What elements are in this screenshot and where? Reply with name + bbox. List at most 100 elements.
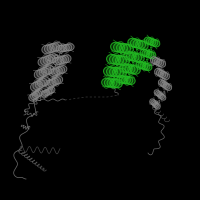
Ellipse shape (136, 61, 144, 68)
Ellipse shape (52, 42, 62, 51)
Ellipse shape (63, 44, 72, 51)
Ellipse shape (107, 54, 118, 64)
Ellipse shape (136, 40, 146, 49)
Ellipse shape (154, 90, 160, 96)
Ellipse shape (138, 41, 148, 50)
Ellipse shape (48, 87, 55, 93)
Ellipse shape (160, 94, 166, 100)
Ellipse shape (50, 43, 60, 52)
Ellipse shape (40, 77, 49, 86)
Ellipse shape (51, 68, 60, 76)
Ellipse shape (58, 45, 67, 52)
Ellipse shape (60, 56, 69, 63)
Ellipse shape (155, 68, 162, 75)
Ellipse shape (104, 79, 114, 87)
Ellipse shape (62, 55, 71, 63)
Ellipse shape (119, 76, 128, 84)
Ellipse shape (146, 38, 154, 45)
Ellipse shape (110, 55, 121, 64)
Ellipse shape (130, 66, 140, 74)
Ellipse shape (58, 65, 67, 73)
Ellipse shape (54, 67, 62, 75)
Ellipse shape (117, 75, 126, 83)
Ellipse shape (158, 70, 166, 78)
Ellipse shape (144, 51, 152, 57)
Ellipse shape (33, 81, 42, 90)
Ellipse shape (45, 89, 51, 95)
Ellipse shape (37, 69, 46, 78)
Ellipse shape (50, 78, 58, 86)
Ellipse shape (54, 76, 63, 84)
Ellipse shape (42, 66, 51, 75)
Ellipse shape (42, 45, 52, 54)
Ellipse shape (150, 99, 155, 104)
Ellipse shape (48, 54, 58, 62)
Ellipse shape (52, 77, 60, 85)
Ellipse shape (129, 53, 139, 61)
Ellipse shape (157, 92, 163, 98)
Ellipse shape (158, 60, 166, 67)
Ellipse shape (117, 43, 127, 53)
Ellipse shape (134, 54, 144, 62)
Ellipse shape (111, 42, 122, 52)
Ellipse shape (39, 68, 49, 76)
Ellipse shape (112, 79, 122, 88)
Ellipse shape (150, 39, 158, 46)
Ellipse shape (160, 72, 168, 79)
Ellipse shape (155, 104, 160, 109)
Ellipse shape (36, 89, 43, 96)
Ellipse shape (112, 68, 123, 77)
Ellipse shape (152, 40, 160, 47)
Ellipse shape (162, 73, 169, 80)
Ellipse shape (115, 68, 126, 77)
Ellipse shape (122, 64, 132, 73)
Ellipse shape (49, 69, 58, 77)
Ellipse shape (31, 93, 38, 100)
Ellipse shape (122, 76, 130, 84)
Ellipse shape (140, 49, 148, 56)
Ellipse shape (56, 66, 65, 74)
Ellipse shape (132, 53, 142, 62)
Ellipse shape (32, 91, 40, 99)
Ellipse shape (118, 56, 129, 66)
Ellipse shape (152, 101, 158, 107)
Ellipse shape (156, 59, 164, 66)
Ellipse shape (142, 50, 150, 57)
Ellipse shape (55, 57, 64, 64)
Ellipse shape (47, 44, 57, 52)
Ellipse shape (163, 83, 170, 89)
Ellipse shape (124, 76, 133, 84)
Ellipse shape (154, 59, 162, 65)
Ellipse shape (144, 37, 152, 44)
Ellipse shape (122, 44, 133, 54)
Ellipse shape (138, 62, 146, 69)
Ellipse shape (44, 44, 54, 53)
Ellipse shape (142, 63, 150, 70)
Ellipse shape (158, 80, 165, 86)
Ellipse shape (114, 43, 125, 52)
Ellipse shape (148, 39, 156, 45)
Ellipse shape (126, 52, 136, 61)
Ellipse shape (156, 91, 162, 97)
Ellipse shape (120, 64, 130, 72)
Ellipse shape (128, 65, 138, 74)
Ellipse shape (102, 78, 112, 87)
Ellipse shape (43, 90, 50, 96)
Ellipse shape (156, 69, 164, 76)
Ellipse shape (48, 79, 56, 87)
Ellipse shape (44, 65, 54, 74)
Ellipse shape (144, 64, 152, 71)
Ellipse shape (146, 51, 154, 58)
Ellipse shape (65, 44, 74, 51)
Ellipse shape (61, 45, 69, 51)
Ellipse shape (38, 78, 47, 87)
Ellipse shape (150, 57, 158, 64)
Ellipse shape (38, 58, 48, 66)
Ellipse shape (31, 82, 40, 91)
Ellipse shape (158, 93, 164, 99)
Ellipse shape (165, 84, 172, 90)
Ellipse shape (56, 45, 65, 52)
Ellipse shape (107, 79, 117, 87)
Ellipse shape (160, 81, 167, 87)
Ellipse shape (130, 39, 140, 48)
